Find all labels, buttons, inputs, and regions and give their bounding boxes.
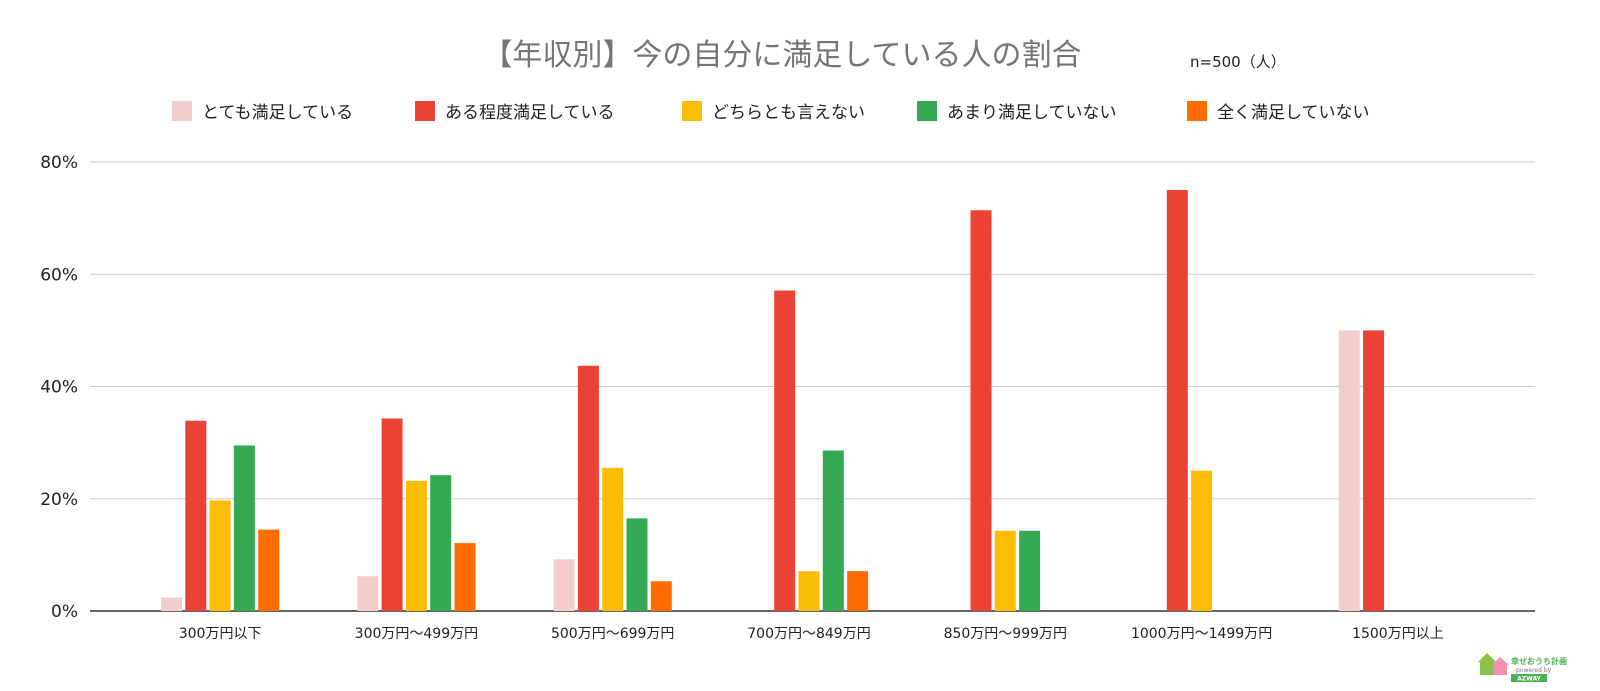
x-tick-label: 1500万円以上: [1352, 626, 1444, 642]
bar: [1019, 530, 1041, 611]
legend-swatch: [917, 101, 937, 121]
logo-brand-bg: [1511, 674, 1547, 682]
y-tick-label: 80%: [40, 153, 78, 173]
x-tick-label: 1000万円～1499万円: [1131, 626, 1272, 642]
bar: [1363, 330, 1385, 611]
legend-swatch: [1187, 101, 1207, 121]
logo-house-green: [1480, 661, 1494, 675]
legend-label: とても満足している: [202, 103, 353, 123]
legend-swatch: [415, 101, 435, 121]
x-tick-label: 500万円～699万円: [551, 626, 674, 642]
bar: [602, 467, 624, 611]
bar: [1166, 190, 1188, 611]
bar: [357, 576, 379, 611]
legend-item[interactable]: どちらとも言えない: [682, 101, 865, 123]
bar: [430, 475, 452, 611]
legend-label: ある程度満足している: [445, 103, 615, 123]
bar: [1191, 470, 1213, 611]
legend: とても満足している ある程度満足している どちらとも言えない あまり満足していない 全く…: [172, 101, 1370, 123]
x-axis-ticks: 300万円以下 300万円～499万円 500万円～699万円 700万円～849万円…: [179, 626, 1444, 642]
logo-roof-pink: [1492, 657, 1509, 665]
legend-item[interactable]: とても満足している: [172, 101, 353, 123]
y-tick-label: 40%: [40, 378, 78, 398]
bar: [454, 543, 476, 611]
logo: 幸せおうち計画 powered by AZWAY: [1478, 653, 1567, 683]
legend-item[interactable]: 全く満足していない: [1187, 101, 1370, 123]
logo-brand: AZWAY: [1517, 676, 1541, 683]
bar: [798, 571, 820, 611]
gridlines: 0% 20% 40% 60% 80%: [40, 153, 1535, 622]
sample-size-note: n=500（人）: [1190, 53, 1286, 71]
x-tick-label: 300万円～499万円: [355, 626, 478, 642]
bar: [209, 500, 231, 611]
bar: [626, 518, 648, 611]
logo-tagline: powered by: [1516, 667, 1552, 674]
y-tick-label: 20%: [40, 490, 78, 510]
y-tick-label: 60%: [40, 265, 78, 285]
bar: [970, 210, 992, 611]
logo-name: 幸せおうち計画: [1511, 656, 1567, 666]
legend-item[interactable]: ある程度満足している: [415, 101, 615, 123]
bar: [405, 480, 427, 611]
bar: [161, 597, 182, 611]
legend-label: あまり満足していない: [947, 103, 1117, 123]
bar: [650, 581, 672, 611]
bar: [577, 365, 599, 611]
bar: [233, 445, 255, 611]
x-tick-label: 850万円～999万円: [944, 626, 1067, 642]
chart-title: 【年収別】今の自分に満足している人の割合: [482, 38, 1081, 73]
logo-roof-green: [1478, 653, 1496, 662]
bar: [774, 290, 796, 611]
bar: [258, 529, 280, 611]
bar: [185, 420, 207, 611]
bar: [847, 571, 869, 611]
legend-swatch: [682, 101, 702, 121]
legend-swatch: [172, 101, 192, 121]
bar: [381, 418, 403, 611]
x-tick-label: 700万円～849万円: [747, 626, 870, 642]
legend-label: 全く満足していない: [1217, 103, 1370, 123]
bars: [161, 190, 1385, 611]
bar: [994, 530, 1016, 611]
bar: [822, 450, 844, 611]
bar: [1338, 330, 1360, 611]
y-tick-label: 0%: [51, 602, 78, 622]
x-tick-label: 300万円以下: [179, 626, 262, 642]
legend-label: どちらとも言えない: [712, 103, 865, 123]
legend-item[interactable]: あまり満足していない: [917, 101, 1117, 123]
bar: [553, 559, 575, 611]
logo-house-pink: [1494, 664, 1507, 675]
